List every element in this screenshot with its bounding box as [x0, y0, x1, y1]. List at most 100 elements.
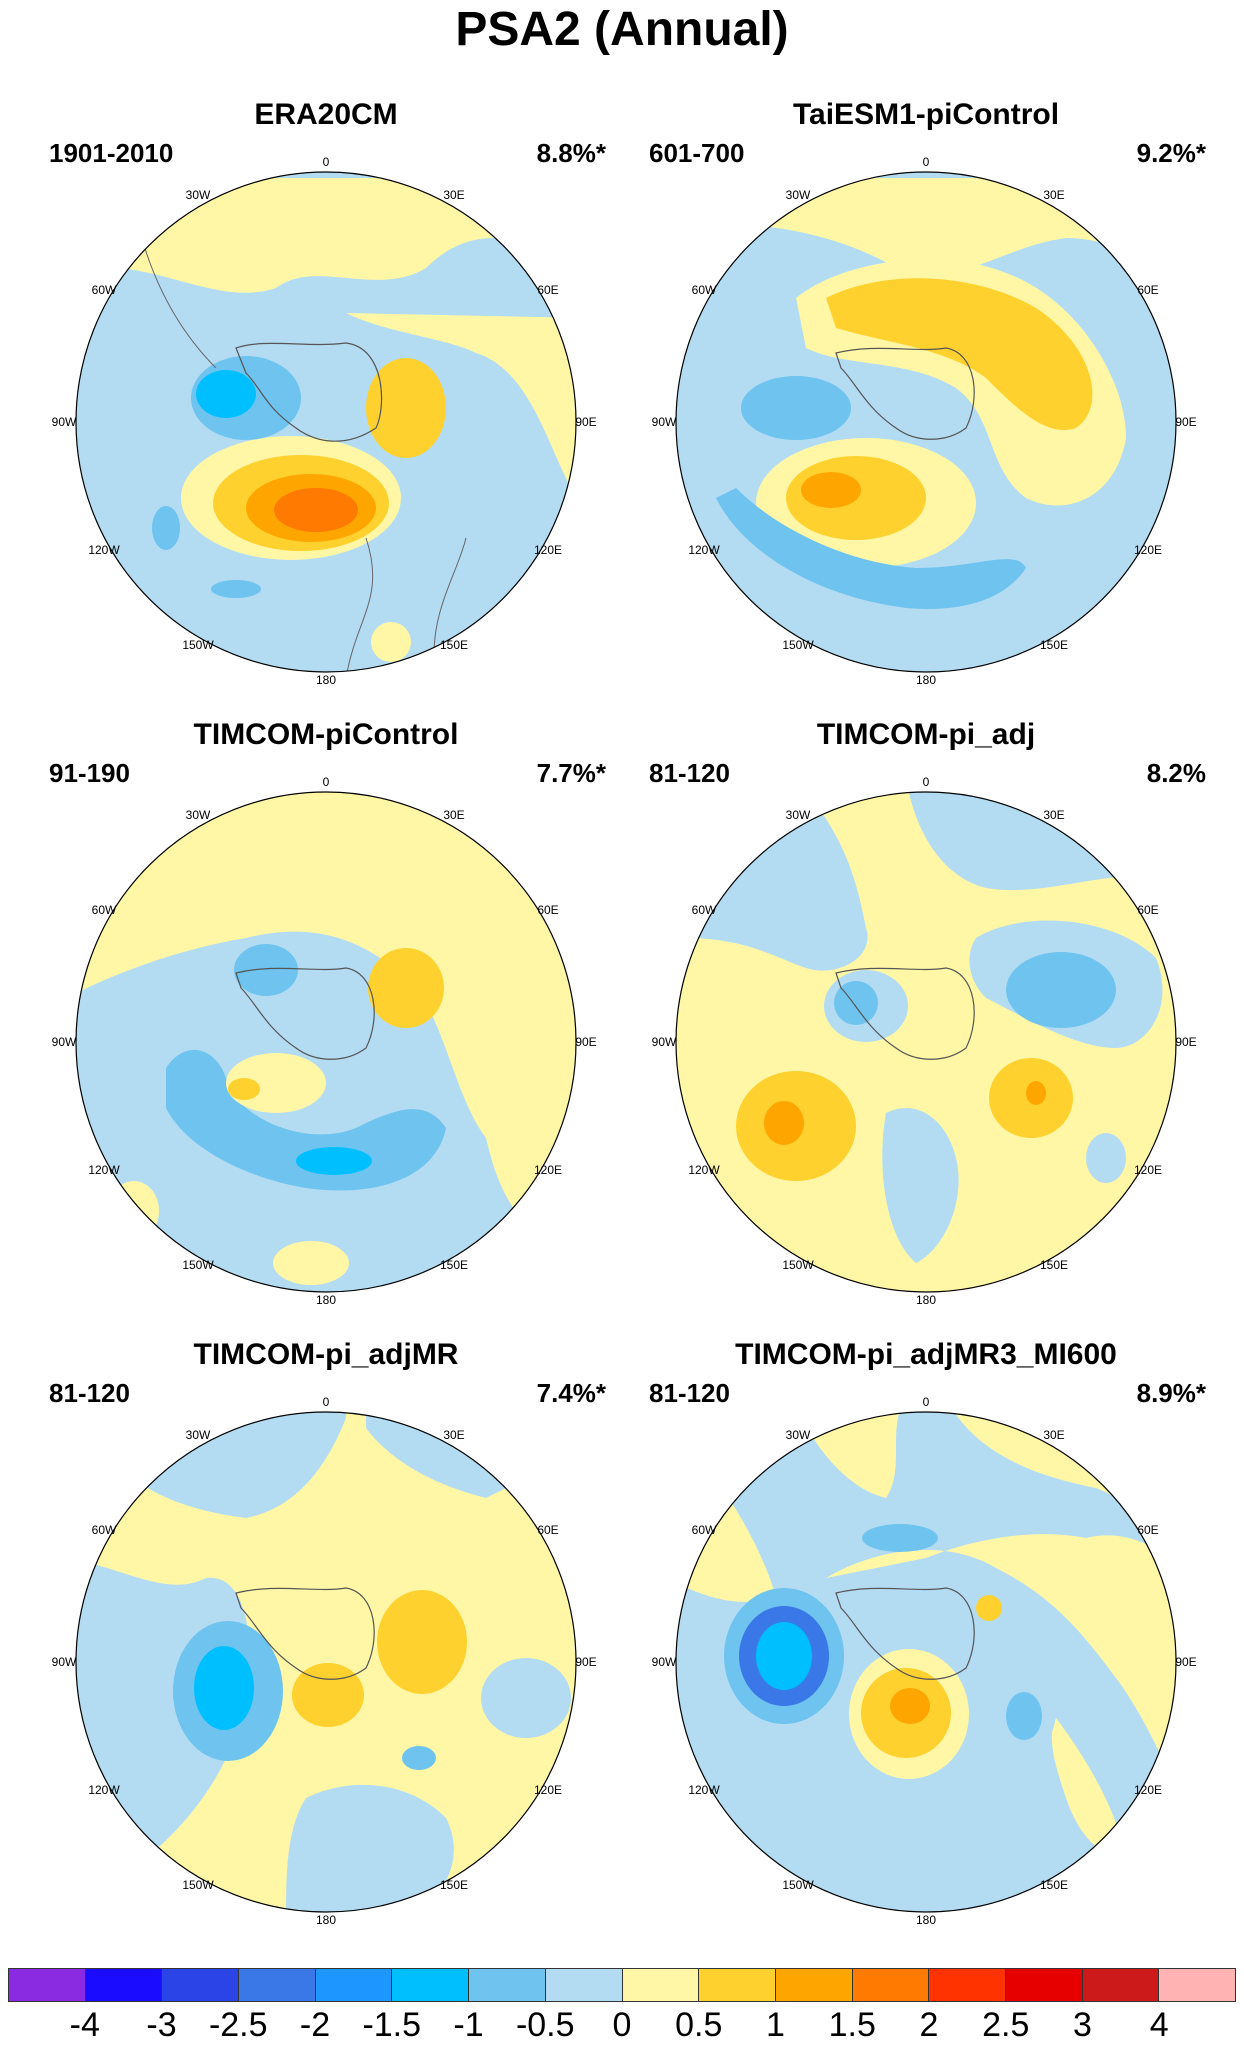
lon-label: 120W	[88, 543, 120, 557]
contour-fill-neg-2	[756, 1622, 812, 1690]
lon-label: 60W	[92, 283, 117, 297]
lon-label: 30E	[443, 1428, 464, 1442]
colorbar-swatch	[162, 1969, 240, 2001]
lon-label: 30W	[186, 188, 211, 202]
lon-label: 90W	[52, 1655, 77, 1669]
lon-label: 60W	[692, 1523, 717, 1537]
lon-label: 150E	[1040, 1258, 1068, 1272]
lon-label: 90E	[575, 415, 596, 429]
colorbar-swatch	[469, 1969, 546, 2001]
contour-fill-pos-1	[292, 1663, 364, 1727]
lon-label: 30E	[1043, 1428, 1064, 1442]
colorbar-swatch	[9, 1969, 86, 2001]
lon-label: 90W	[652, 1035, 677, 1049]
lon-label: 30E	[443, 808, 464, 822]
contour-fill-pos-1	[976, 1595, 1002, 1621]
contour-fill-pos-0.5	[109, 1181, 159, 1241]
contour-fill-neg-1	[862, 1524, 938, 1552]
contour-fill-neg-1	[402, 1746, 436, 1770]
lon-label: 180	[316, 1293, 336, 1307]
colorbar-swatch	[545, 1969, 623, 2001]
lon-label: 150E	[440, 1258, 468, 1272]
colorbar-tick-label: -4	[69, 2006, 100, 2044]
lon-label: 90W	[52, 415, 77, 429]
lon-label: 180	[916, 1913, 936, 1927]
panel-title: TaiESM1-piControl	[792, 98, 1060, 131]
lon-label: 150W	[182, 638, 214, 652]
colorbar	[8, 1968, 1236, 2002]
lon-label: 120W	[688, 543, 720, 557]
contour-fill-neg-0.5	[882, 1108, 959, 1263]
lon-label: 150W	[782, 638, 814, 652]
lon-label: 60W	[92, 903, 117, 917]
lon-label: 30W	[186, 1428, 211, 1442]
colorbar-swatch	[622, 1969, 700, 2001]
contour-fill-pos-0.5	[826, 1534, 1176, 1808]
colorbar-swatch	[1005, 1969, 1083, 2001]
polar-map: 0 30E 60E 90E 120E 150E 180 150W 120W 90…	[52, 1395, 597, 1927]
lon-label: 90E	[1175, 1035, 1196, 1049]
contour-fill-pos-0.5	[273, 1241, 349, 1285]
lon-label: 180	[316, 1913, 336, 1927]
contour-fill-pos-1	[366, 358, 446, 458]
contour-fill-neg-1	[716, 488, 1026, 609]
contour-fill-pos-1	[228, 1078, 260, 1100]
panel-period: 81-120	[49, 1378, 130, 1408]
lon-label: 90W	[652, 1655, 677, 1669]
lon-label: 90W	[52, 1035, 77, 1049]
contour-fill-pos-1.5	[764, 1101, 804, 1145]
map-boundary	[75, 791, 577, 1293]
antarctica-coastline	[835, 1587, 975, 1680]
contour-fill-neg-1	[1006, 1692, 1042, 1740]
lon-label: 60E	[1137, 1523, 1158, 1537]
lon-label: 60W	[692, 283, 717, 297]
panel-title: TIMCOM-pi_adj	[816, 718, 1036, 751]
colorbar-tick-label: 0.5	[675, 2006, 723, 2044]
lon-label: 150E	[1040, 638, 1068, 652]
lon-label: 90E	[1175, 415, 1196, 429]
figure-title: PSA2 (Annual)	[455, 3, 789, 56]
contour-fill-neg-1	[234, 944, 298, 996]
panel-percent: 8.8%*	[536, 138, 606, 168]
lon-label: 120E	[534, 543, 562, 557]
lon-label: 30W	[186, 808, 211, 822]
panel-title: ERA20CM	[254, 98, 398, 131]
lon-label: 60E	[537, 1523, 558, 1537]
lon-label: 120E	[1134, 543, 1162, 557]
panel-period: 81-120	[649, 1378, 730, 1408]
colorbar-tick-label: 1	[766, 2006, 785, 2044]
colorbar-tick-label: -2.5	[208, 2006, 268, 2044]
panel-title: TIMCOM-pi_adjMR	[193, 1338, 459, 1371]
contour-fill-neg-0.5	[481, 1658, 571, 1738]
polar-map: 0 30E 60E 90E 120E 150E 180 150W 120W 90…	[652, 775, 1197, 1307]
panel-percent: 7.7%*	[536, 758, 606, 788]
lon-label: 90E	[575, 1035, 596, 1049]
lon-label: 0	[323, 775, 330, 789]
contour-fill-neg-1	[166, 1049, 446, 1191]
lon-label: 30E	[443, 188, 464, 202]
map-boundary	[675, 171, 1177, 673]
lon-label: 150W	[182, 1878, 214, 1892]
colorbar-swatch	[315, 1969, 393, 2001]
colorbar-tick-label: -2	[299, 2006, 331, 2044]
antarctica-coastline	[235, 967, 375, 1060]
colorbar-tick-label: 0	[612, 2006, 632, 2044]
contour-fill-pos-1	[377, 1590, 467, 1694]
colorbar-swatch	[1082, 1969, 1160, 2001]
contour-fill-pos-1.5	[890, 1688, 930, 1724]
map-panel-timcom-pi-adj: TIMCOM-pi_adj 81-120 8.2% 0 30E 60E 90E …	[646, 718, 1206, 1338]
panel-percent: 8.9%*	[1136, 1378, 1206, 1408]
panel-period: 1901-2010	[49, 138, 174, 168]
colorbar-tick-label: 1.5	[828, 2006, 876, 2044]
lon-label: 120W	[88, 1783, 120, 1797]
contour-fill-neg-1	[1006, 952, 1116, 1028]
lon-label: 150E	[1040, 1878, 1068, 1892]
map-panel-timcom-pi-adjmr: TIMCOM-pi_adjMR 81-120 7.4%* 0 30E 60E 9…	[46, 1338, 606, 1958]
lon-label: 180	[916, 1293, 936, 1307]
lon-label: 120W	[688, 1163, 720, 1177]
panel-title: TIMCOM-piControl	[193, 718, 459, 751]
colorbar-swatch	[775, 1969, 853, 2001]
contour-fill-neg-0.5	[286, 1784, 454, 1912]
lon-label: 120E	[1134, 1783, 1162, 1797]
polar-map: 0 30E 60E 90E 120E 150E 180 150W 120W 90…	[652, 155, 1197, 687]
